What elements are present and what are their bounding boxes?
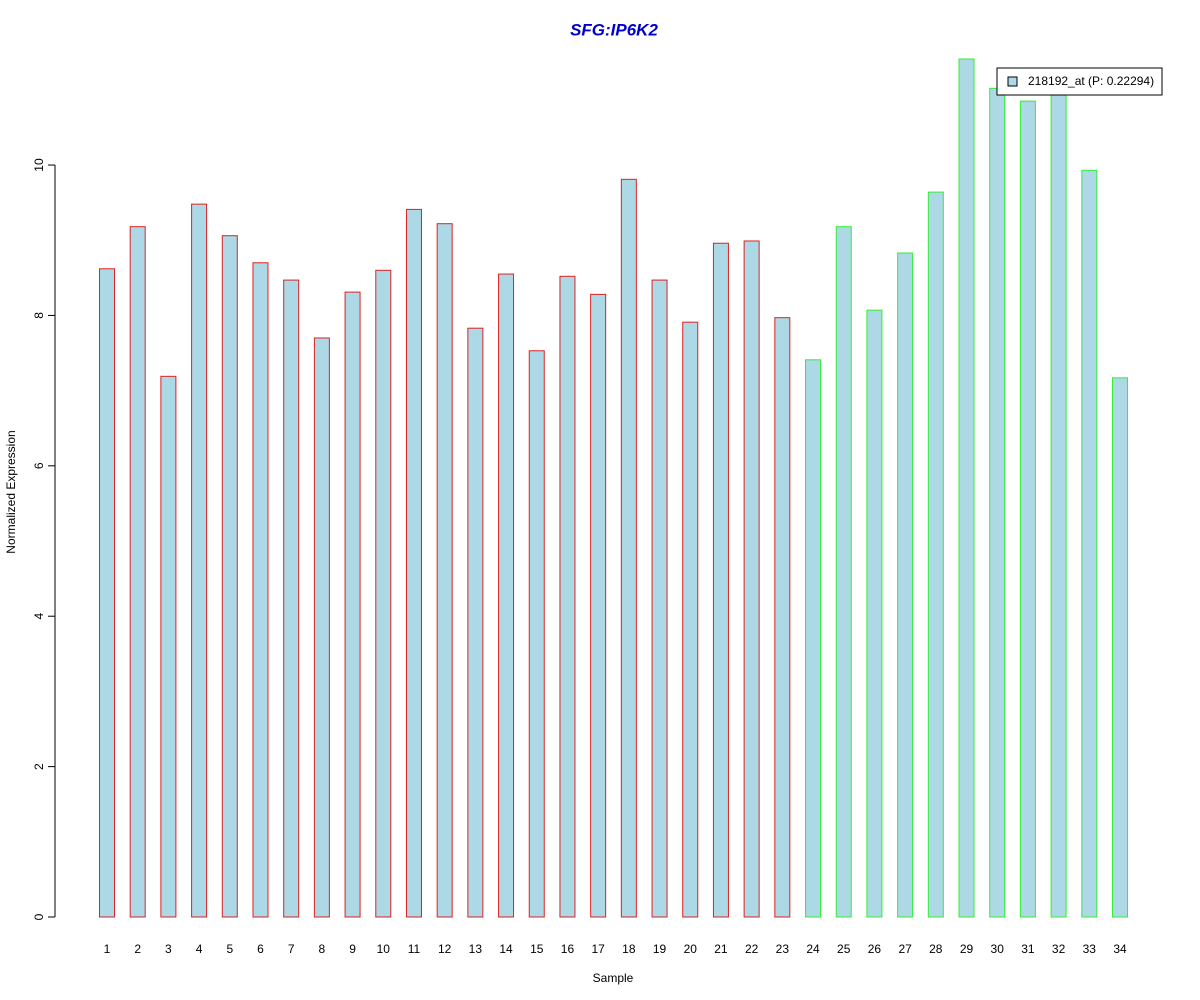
x-tick-label: 16 <box>561 942 575 956</box>
x-tick-label: 9 <box>349 942 356 956</box>
bar <box>1050 92 1067 918</box>
y-tick-label: 6 <box>32 462 46 469</box>
x-tick-label: 15 <box>530 942 544 956</box>
bar <box>528 350 545 918</box>
x-tick-label: 10 <box>377 942 391 956</box>
chart-title: SFG:IP6K2 <box>570 20 658 39</box>
x-tick-label: 23 <box>776 942 790 956</box>
bar <box>467 327 484 918</box>
x-tick-label: 18 <box>622 942 636 956</box>
x-tick-label: 30 <box>991 942 1005 956</box>
x-tick-label: 6 <box>257 942 264 956</box>
x-tick-label: 31 <box>1021 942 1035 956</box>
bar <box>712 242 729 918</box>
y-tick-label: 8 <box>32 312 46 319</box>
x-tick-label: 14 <box>499 942 513 956</box>
legend-label: 218192_at (P: 0.22294) <box>1028 74 1154 88</box>
bar <box>866 309 883 918</box>
x-tick-label: 20 <box>684 942 698 956</box>
x-tick-label: 32 <box>1052 942 1066 956</box>
x-axis-label: Sample <box>593 971 634 985</box>
x-tick-label: 7 <box>288 942 295 956</box>
bar <box>99 268 115 918</box>
legend-box <box>996 67 1163 96</box>
bar <box>1081 169 1098 918</box>
x-tick-label: 8 <box>319 942 326 956</box>
x-tick-label: 1 <box>104 942 111 956</box>
x-tick-label: 2 <box>134 942 141 956</box>
bar <box>191 203 208 918</box>
y-tick-label: 2 <box>32 763 46 770</box>
bar <box>1112 377 1128 918</box>
bar <box>252 262 269 918</box>
x-tick-label: 17 <box>591 942 605 956</box>
bar <box>774 317 791 918</box>
bar <box>743 240 760 918</box>
bar <box>835 226 852 918</box>
x-tick-label: 25 <box>837 942 851 956</box>
bar <box>405 208 422 918</box>
x-tick-label: 27 <box>898 942 912 956</box>
x-tick-label: 33 <box>1083 942 1097 956</box>
x-tick-label: 11 <box>408 942 421 956</box>
bar <box>436 223 453 918</box>
y-axis-label: Normalized Expression <box>4 430 18 553</box>
bar <box>1019 100 1036 918</box>
bar <box>498 273 515 918</box>
x-tick-label: 13 <box>469 942 483 956</box>
bar <box>559 275 576 918</box>
bar <box>651 279 668 918</box>
x-tick-label: 29 <box>960 942 974 956</box>
x-tick-label: 5 <box>226 942 233 956</box>
bar <box>590 293 607 918</box>
bar <box>958 58 975 918</box>
legend-swatch <box>1007 76 1018 87</box>
x-tick-label: 28 <box>929 942 943 956</box>
bar <box>221 235 238 918</box>
bar <box>313 337 330 918</box>
bar <box>344 291 361 918</box>
x-tick-label: 12 <box>438 942 452 956</box>
x-tick-label: 26 <box>868 942 882 956</box>
bar <box>927 191 944 918</box>
x-tick-label: 34 <box>1113 942 1127 956</box>
bar <box>283 279 300 918</box>
y-tick-label: 0 <box>32 913 46 920</box>
bar <box>897 252 914 918</box>
bar <box>129 226 146 918</box>
x-tick-label: 24 <box>806 942 820 956</box>
bar <box>805 359 822 918</box>
bar <box>375 269 392 918</box>
bar <box>989 87 1006 918</box>
x-tick-label: 4 <box>196 942 203 956</box>
x-tick-label: 22 <box>745 942 759 956</box>
x-tick-label: 3 <box>165 942 172 956</box>
bar <box>160 375 177 918</box>
x-tick-label: 21 <box>714 942 728 956</box>
bar <box>682 321 699 918</box>
y-tick-label: 10 <box>32 158 46 172</box>
x-tick-label: 19 <box>653 942 667 956</box>
y-tick-label: 4 <box>32 613 46 620</box>
bar <box>620 178 637 918</box>
